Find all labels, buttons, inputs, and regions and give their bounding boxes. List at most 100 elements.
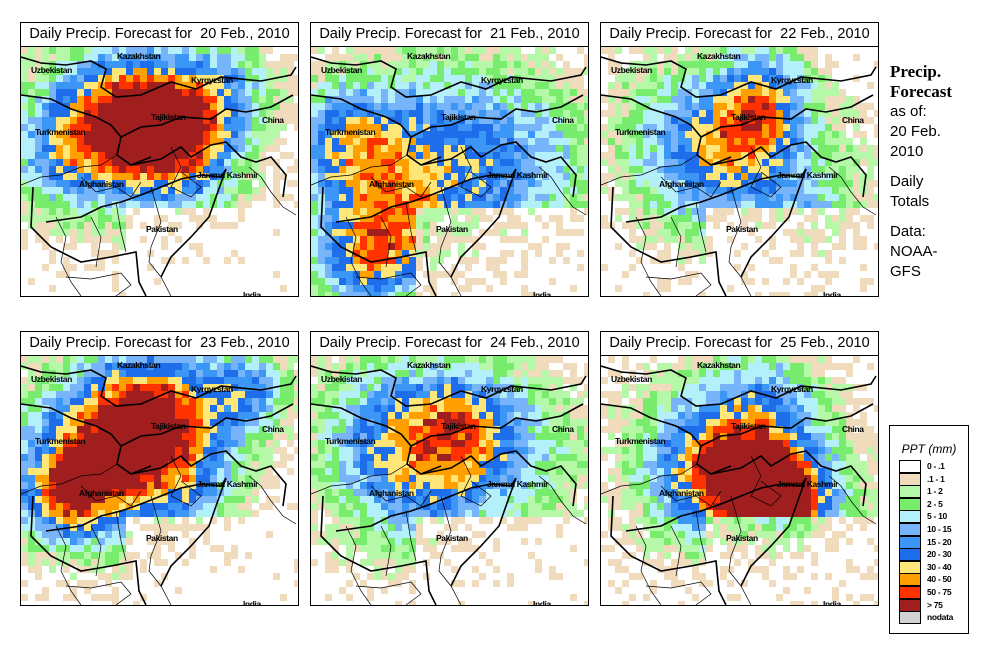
precip-cell (189, 510, 196, 517)
precip-cell (755, 89, 762, 96)
precip-cell (35, 510, 42, 517)
precip-cell (423, 391, 430, 398)
precip-cell (168, 447, 175, 454)
precip-cell (472, 257, 479, 264)
precip-cell (584, 405, 588, 412)
precip-cell (360, 117, 367, 124)
precip-cell (70, 594, 77, 601)
precip-cell (622, 208, 629, 215)
precip-cell (381, 75, 388, 82)
precip-cell (402, 180, 409, 187)
precip-cell (35, 468, 42, 475)
precip-cell (493, 264, 500, 271)
precip-cell (818, 131, 825, 138)
precip-cell (577, 89, 584, 96)
precip-cell (49, 82, 56, 89)
precip-cell (21, 433, 28, 440)
precip-cell (416, 159, 423, 166)
precip-cell (189, 356, 196, 363)
precip-cell (147, 398, 154, 405)
precip-cell (570, 124, 577, 131)
precip-cell (273, 370, 280, 377)
precip-cell (367, 377, 374, 384)
precip-cell (105, 222, 112, 229)
precip-cell (521, 187, 528, 194)
precip-cell (294, 103, 298, 110)
precip-cell (657, 47, 664, 54)
precip-cell (374, 103, 381, 110)
precip-cell (556, 391, 563, 398)
precip-cell (507, 222, 514, 229)
precip-cell (643, 68, 650, 75)
precip-cell (346, 180, 353, 187)
precip-cell (140, 131, 147, 138)
precip-cell (245, 68, 252, 75)
precip-cell (643, 131, 650, 138)
precip-cell (748, 208, 755, 215)
precip-cell (374, 278, 381, 285)
precip-cell (175, 482, 182, 489)
precip-cell (549, 180, 556, 187)
precip-cell (535, 124, 542, 131)
precip-cell (346, 215, 353, 222)
precip-cell (727, 138, 734, 145)
precip-cell (84, 538, 91, 545)
precip-cell (126, 222, 133, 229)
precip-cell (643, 89, 650, 96)
precip-cell (395, 215, 402, 222)
precip-cell (203, 82, 210, 89)
precip-cell (332, 250, 339, 257)
precip-cell (266, 68, 273, 75)
precip-cell (147, 131, 154, 138)
precip-cell (91, 517, 98, 524)
precip-cell (657, 215, 664, 222)
precip-cell (692, 61, 699, 68)
precip-cell (479, 110, 486, 117)
precip-cell (577, 96, 584, 103)
precip-cell (21, 215, 28, 222)
precip-cell (465, 208, 472, 215)
precip-cell (63, 166, 70, 173)
precip-cell (332, 68, 339, 75)
precip-cell (584, 180, 588, 187)
precip-cell (35, 103, 42, 110)
precip-cell (507, 82, 514, 89)
precip-cell (570, 215, 577, 222)
precip-cell (664, 208, 671, 215)
precip-cell (168, 412, 175, 419)
precip-cell (56, 82, 63, 89)
precip-cell (430, 61, 437, 68)
precip-cell (685, 250, 692, 257)
precip-cell (811, 54, 818, 61)
precip-cell (437, 384, 444, 391)
precip-cell (720, 68, 727, 75)
precip-cell (35, 89, 42, 96)
precip-cell (318, 138, 325, 145)
label-jammu-kashmir: Jammu Kashmir (197, 170, 259, 180)
precip-cell (28, 117, 35, 124)
precip-cell (556, 356, 563, 363)
precip-cell (245, 510, 252, 517)
precip-cell (98, 433, 105, 440)
precip-cell (797, 278, 804, 285)
precip-cell (196, 82, 203, 89)
precip-cell (203, 159, 210, 166)
label-afghanistan: Afghanistan (79, 488, 124, 498)
precip-cell (332, 229, 339, 236)
precip-cell (458, 208, 465, 215)
precip-cell (63, 510, 70, 517)
precip-cell (105, 110, 112, 117)
precip-cell (402, 96, 409, 103)
precip-cell (797, 117, 804, 124)
precip-cell (741, 124, 748, 131)
precip-cell (776, 180, 783, 187)
precip-cell (245, 47, 252, 54)
precip-cell (84, 503, 91, 510)
precip-cell (203, 61, 210, 68)
precip-cell (846, 117, 853, 124)
precip-cell (804, 180, 811, 187)
precip-cell (133, 208, 140, 215)
precip-cell (238, 510, 245, 517)
precip-cell (629, 75, 636, 82)
precip-cell (853, 166, 860, 173)
